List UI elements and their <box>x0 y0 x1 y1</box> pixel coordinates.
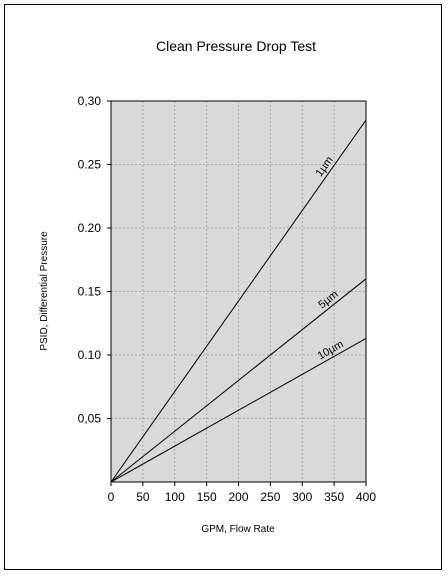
chart-title: Clean Pressure Drop Test <box>156 38 316 54</box>
y-axis-title: PSID, Differential Pressure <box>39 231 50 351</box>
x-tick-label: 400 <box>356 490 376 504</box>
series-line <box>110 119 367 483</box>
x-tick-label: 350 <box>324 490 344 504</box>
x-tick-label: 150 <box>197 490 217 504</box>
y-tick-label: 0,05 <box>78 412 102 426</box>
y-tick-label: 0.25 <box>78 158 102 172</box>
x-tick-label: 100 <box>165 490 185 504</box>
y-tick-label: 0.10 <box>78 348 102 362</box>
y-tick-label: 0.15 <box>78 285 102 299</box>
y-tick-label: 0,30 <box>78 94 102 108</box>
x-axis: 0 50 100 150 200 250 300 350 400 <box>108 482 376 504</box>
x-tick-label: 0 <box>108 490 115 504</box>
x-tick-label: 300 <box>292 490 312 504</box>
series-line <box>110 278 367 483</box>
x-tick-label: 200 <box>228 490 248 504</box>
y-axis: 0,05 0.10 0.15 0.20 0.25 0,30 <box>78 94 111 426</box>
series-line <box>110 338 367 483</box>
grid <box>111 101 366 482</box>
x-tick-label: 50 <box>136 490 150 504</box>
x-axis-title: GPM, Flow Rate <box>201 524 275 535</box>
y-tick-label: 0.20 <box>78 221 102 235</box>
series-lines <box>110 119 367 483</box>
x-tick-label: 250 <box>260 490 280 504</box>
